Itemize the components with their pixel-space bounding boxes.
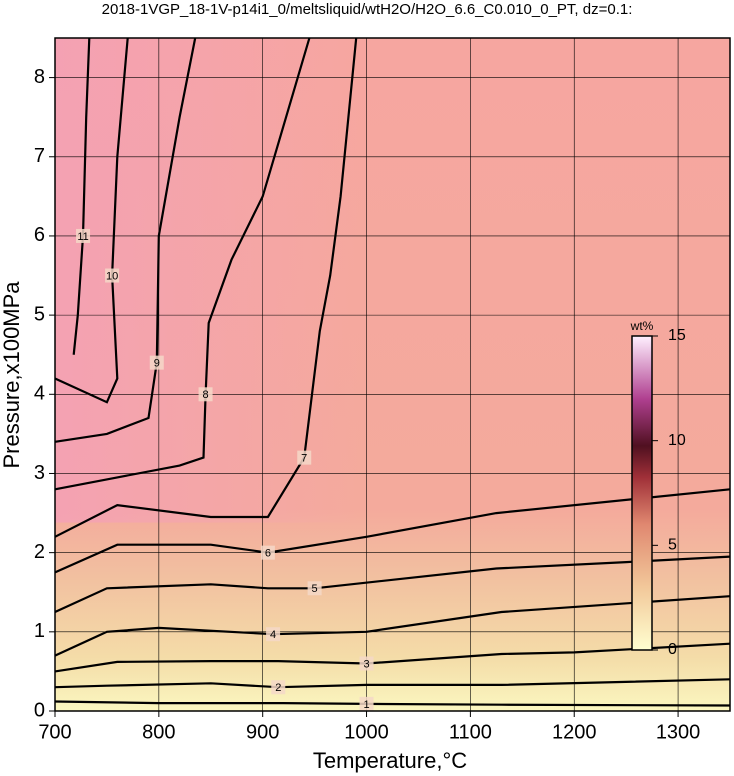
y-tick-label: 5 [34,303,45,325]
contour-line [54,555,731,614]
contour-label-bg [266,627,281,642]
x-tick-label: 900 [246,721,279,743]
x-tick-label: 1300 [656,721,701,743]
contour-label-bg [149,355,164,370]
y-tick-label: 7 [34,145,45,167]
y-tick-label: 1 [34,620,45,642]
y-tick-label: 4 [34,383,45,405]
contour-label: 3 [363,658,369,670]
contour-label-bg [359,656,374,671]
contour-label-bg [198,387,213,402]
x-tick-label: 1100 [449,721,492,743]
contour-label: 7 [301,453,307,465]
y-tick-label: 6 [34,224,45,246]
y-axis-label: Pressure,x100MPa [0,281,24,469]
colorbar-tick-label: 5 [668,537,677,554]
plot-frame [54,37,731,712]
contour-label-bg [359,696,374,711]
x-axis-label: Temperature,°C [313,748,467,773]
x-tick-label: 700 [38,721,71,743]
y-tick-label: 3 [34,462,45,484]
contour-label-bg [307,581,322,596]
colorbar-tick-label: 0 [668,641,677,658]
contour-label: 6 [265,548,271,560]
contour-label: 9 [154,358,160,370]
y-tick-label: 2 [34,541,45,563]
contour-label-bg [271,680,286,695]
contour-label: 5 [312,583,318,595]
contour-label-bg [297,450,312,465]
contour-label: 10 [106,270,118,282]
colorbar-label: wt% [630,319,654,333]
y-tick-label: 0 [34,699,45,721]
contour-label: 8 [203,389,209,401]
contour-label-bg [76,228,91,243]
contour-label: 11 [77,231,88,243]
colorbar-tick-label: 10 [668,432,686,449]
x-tick-label: 1200 [552,721,597,743]
contour-label: 2 [275,682,281,694]
x-tick-label: 1000 [344,721,389,743]
contour-label: 4 [270,629,276,641]
y-tick-label: 8 [34,66,45,88]
contour-line [54,642,731,673]
contour-line [54,700,731,707]
colorbar-tick-label: 15 [668,327,686,344]
contour-line [54,37,129,404]
contour-label-bg [260,545,275,560]
chart-title: 2018-1VGP_18-1V-p14i1_0/meltsliquid/wtH2… [102,1,633,18]
colorbar [631,335,653,651]
contour-label-bg [105,268,120,283]
x-tick-label: 800 [142,721,175,743]
contour-label: 1 [363,699,369,711]
plot-shade [55,38,359,523]
